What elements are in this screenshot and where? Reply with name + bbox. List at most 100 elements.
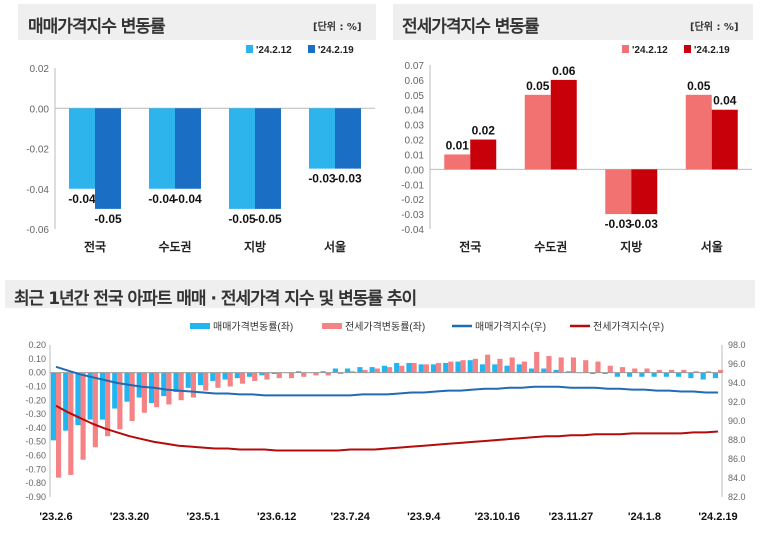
sale-y-tick-label: 0.02 (30, 64, 50, 75)
trend-bar (619, 367, 626, 373)
trend-bar (639, 372, 645, 377)
index-line (55, 404, 719, 452)
sale-bar (229, 108, 255, 209)
sale-data-label: -0.05 (254, 212, 282, 226)
jeonse-data-label: 0.01 (446, 138, 470, 152)
jeonse-y-tick-label: 0.03 (405, 121, 425, 132)
trend-bar (301, 372, 307, 377)
trend-bar (558, 357, 564, 373)
trend-bar (117, 372, 123, 430)
jeonse-unit-label: [단위 : %] (690, 22, 739, 33)
sale-data-label: -0.04 (68, 192, 96, 206)
sale-category-label: 전국 (84, 239, 106, 254)
sale-bar (69, 108, 95, 189)
right-tick-label: 94.0 (728, 378, 746, 388)
x-tick-label: '23.3.20 (110, 511, 149, 523)
jeonse-bar (444, 154, 471, 170)
legend-swatch (190, 323, 210, 329)
trend-bar (92, 372, 98, 448)
jeonse-data-label: 0.06 (552, 64, 576, 78)
trend-bar (479, 364, 486, 373)
sale-y-tick-label: -0.02 (26, 145, 49, 156)
right-tick-label: 98.0 (728, 340, 746, 350)
left-tick-label: -0.20 (25, 395, 46, 405)
x-tick-label: '23.9.4 (407, 511, 441, 523)
sale-bar (335, 108, 361, 169)
legend-label: 전세가격변동률(좌) (345, 320, 425, 333)
trend-bar (541, 368, 547, 373)
left-tick-label: -0.80 (25, 478, 46, 488)
right-tick-label: 90.0 (728, 416, 746, 426)
trend-bar (105, 372, 111, 437)
trend-bar (112, 372, 118, 409)
jeonse-data-label: -0.03 (631, 217, 659, 231)
trend-bar (504, 365, 510, 373)
jeonse-legend-swatch (684, 45, 691, 53)
jeonse-category-label: 전국 (459, 239, 481, 254)
trend-bar (75, 372, 81, 426)
trend-bar (668, 369, 675, 373)
trend-bar (644, 368, 650, 373)
trend-bar (676, 372, 682, 377)
trend-bar (264, 372, 270, 380)
jeonse-data-label: 0.02 (472, 124, 496, 138)
x-tick-label: '23.11.27 (548, 511, 593, 523)
index-line (55, 365, 718, 397)
trend-bar (492, 364, 498, 373)
trend-bar (485, 354, 491, 373)
x-tick-label: '23.10.16 (475, 511, 520, 523)
trend-bar (472, 358, 478, 373)
right-tick-label: 86.0 (728, 454, 746, 464)
sale-data-label: -0.03 (308, 172, 336, 186)
jeonse-y-tick-label: -0.03 (401, 210, 424, 221)
trend-bar (607, 365, 613, 373)
jeonse-legend-label: '24.2.12 (632, 45, 668, 56)
trend-bar (173, 372, 179, 392)
jeonse-y-tick-label: 0.04 (405, 106, 425, 117)
left-tick-label: 0.10 (28, 354, 46, 364)
right-tick-label: 82.0 (728, 492, 746, 502)
sale-legend-label: '24.2.19 (318, 45, 354, 56)
jeonse-legend-label: '24.2.19 (694, 45, 730, 56)
trend-bar (210, 372, 216, 381)
x-tick-label: '24.1.8 (628, 511, 661, 523)
trend-bar (203, 372, 209, 391)
right-tick-label: 84.0 (728, 473, 746, 483)
sale-chart-title: 매매가격지수 변동률 (28, 17, 166, 37)
trend-bar (246, 372, 253, 377)
sale-data-label: -0.03 (334, 172, 362, 186)
trend-bar (239, 372, 246, 384)
trend-bar (570, 357, 577, 373)
trend-bar (124, 372, 130, 402)
sale-bar (309, 108, 335, 169)
trend-bar (700, 372, 706, 380)
jeonse-category-label: 지방 (620, 239, 642, 254)
left-tick-label: -0.60 (25, 451, 46, 461)
trend-bar (129, 372, 135, 421)
trend-bar (651, 372, 657, 377)
jeonse-data-label: 0.05 (687, 79, 711, 93)
jeonse-bar (550, 79, 577, 170)
trend-bar (99, 372, 106, 420)
sale-data-label: -0.04 (174, 192, 202, 206)
trend-bar (681, 369, 687, 373)
trend-bar (357, 367, 363, 373)
trend-bar (467, 360, 473, 373)
sale-data-label: -0.04 (148, 192, 176, 206)
trend-bar (276, 372, 282, 379)
trend-bar (178, 372, 184, 401)
trend-bar (663, 372, 669, 377)
right-tick-label: 96.0 (728, 359, 746, 369)
trend-bar (430, 364, 437, 373)
trend-bar (455, 361, 461, 373)
trend-bar (497, 358, 503, 373)
trend-bar (528, 368, 535, 373)
sale-y-tick-label: 0.00 (30, 104, 50, 115)
trend-bar (460, 360, 466, 373)
jeonse-data-label: -0.03 (605, 217, 633, 231)
trend-bar (423, 364, 429, 373)
trend-bar (325, 372, 331, 376)
trend-bar (50, 372, 56, 441)
trend-bar (553, 369, 559, 373)
